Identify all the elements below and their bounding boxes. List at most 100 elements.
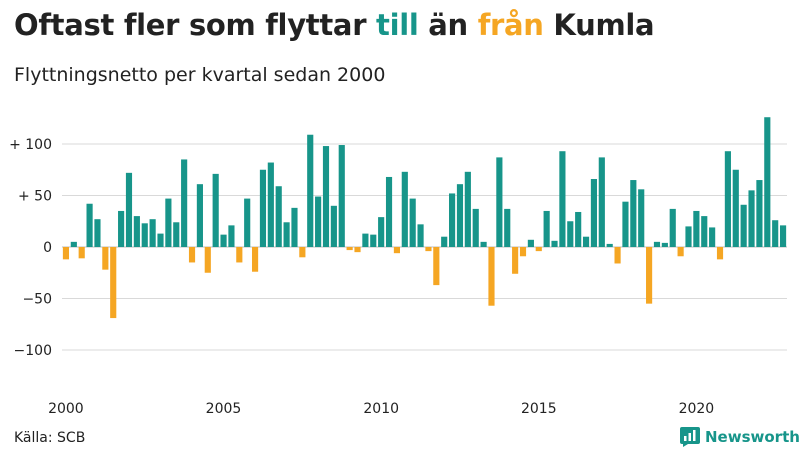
bar [102,247,109,270]
bar [385,176,393,247]
y-tick-label: −100 [14,343,52,359]
bar [149,219,156,247]
title-part-5: Kumla [543,8,655,42]
bar [62,247,70,260]
bar [732,169,739,247]
bar [488,247,495,306]
bar [630,180,637,247]
bar [157,233,164,247]
bar [354,247,361,253]
bar [590,179,598,247]
brand-name: Newsworthy [705,428,800,446]
bar [519,247,527,257]
bar [449,193,456,247]
bar [181,159,188,247]
bar [252,247,259,272]
title-highlight-fran: från [477,8,544,42]
bar [370,234,377,247]
bar [315,196,322,247]
bar [433,247,440,286]
bar [299,247,306,258]
bar [94,219,101,247]
bar [504,208,511,247]
bar [740,204,747,247]
x-tick-label: 2015 [521,401,557,417]
y-tick-label: −50 [22,292,52,308]
bar [701,216,708,247]
chart-title: Oftast fler som flyttar till än från Kum… [14,8,655,42]
bar [598,157,605,247]
brand-logo: Newsworthy [680,427,800,447]
bar [456,184,464,247]
bar [653,241,661,247]
bar [118,210,125,247]
bar [244,198,251,247]
bar [756,180,763,247]
bar [543,210,550,247]
bar [772,220,779,247]
bar [291,207,298,247]
bar [716,247,724,260]
bar [125,172,133,247]
bar [409,198,416,247]
bar [764,117,771,247]
bar [527,239,534,247]
source-note: Källa: SCB [14,430,86,446]
title-highlight-till: till [376,8,419,42]
bar [346,247,353,251]
bar [693,210,700,247]
bar [472,208,479,247]
bar [582,236,590,247]
bar [575,211,582,247]
bar [267,162,274,247]
bar [646,247,653,304]
bar [338,145,345,247]
bar [322,146,330,247]
x-tick-label: 2005 [206,401,242,417]
bar [362,233,369,247]
bar [307,134,314,247]
bar [393,247,400,254]
bar [669,208,676,247]
bar [228,225,235,247]
bar [748,190,755,247]
bar [188,247,196,263]
x-tick-label: 2000 [48,401,84,417]
bar [86,203,93,247]
bar [559,151,566,247]
bar [133,216,140,247]
bar [724,151,731,247]
bar [709,227,716,247]
title-part-1: Oftast fler som flyttar [14,8,376,42]
bar [110,247,117,319]
bar [259,169,267,247]
bar [212,173,219,247]
bar [70,241,77,247]
bar [204,247,211,273]
bar [779,225,787,247]
bar [141,223,148,247]
bar [622,201,629,247]
bar-chart-logo-icon [680,427,700,447]
x-tick-label: 2010 [363,401,399,417]
bar [441,236,448,247]
y-tick-label: + 100 [9,137,52,153]
bar [196,184,203,247]
bar [417,224,424,247]
bar [401,171,408,247]
bar [535,247,542,252]
bar [638,189,645,247]
bar [378,217,385,247]
bar [677,247,684,257]
bar [685,226,692,247]
bar [614,247,621,264]
bar [464,171,471,247]
bar [567,221,574,247]
chart-subtitle: Flyttningsnetto per kvartal sedan 2000 [14,64,386,86]
bar [425,247,432,252]
bar [512,247,519,274]
bar [551,240,558,247]
bar [236,247,243,263]
bar [165,198,172,247]
